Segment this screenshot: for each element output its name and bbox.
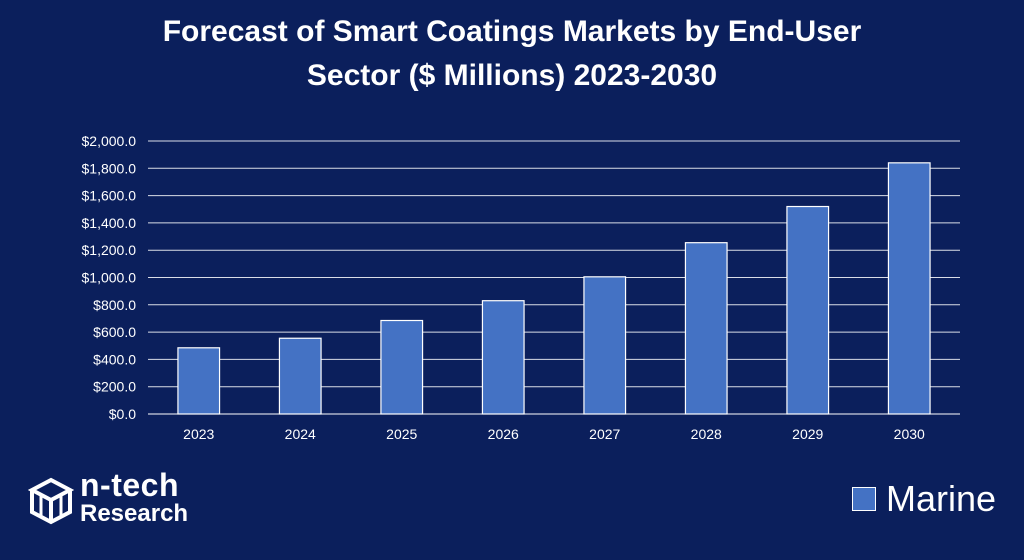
chart-title-line-1: Forecast of Smart Coatings Markets by En…: [162, 15, 862, 48]
y-tick-label: $1,600.0: [82, 188, 137, 204]
chart-title: Forecast of Smart Coatings Markets by En…: [0, 10, 1024, 98]
bar-2026: [481, 300, 525, 415]
logo-icon: [28, 477, 74, 525]
bar-2023: [177, 347, 221, 415]
legend-label-marine: Marine: [885, 478, 996, 519]
bar-2030: [887, 162, 931, 415]
logo-text: n-tech Research: [80, 467, 189, 528]
y-tick-label: $1,000.0: [82, 270, 137, 286]
bar-2029: [786, 205, 830, 415]
bar-2027: [583, 276, 627, 415]
bar-2024: [278, 337, 322, 415]
x-tick-label: 2023: [183, 426, 214, 442]
n-tech-logo: n-tech Research: [28, 467, 228, 530]
x-tick-label: 2030: [894, 426, 925, 442]
bar-2025: [380, 319, 424, 415]
chart-title-line-2: Sector ($ Millions) 2023-2030: [306, 59, 718, 92]
x-tick-label: 2028: [691, 426, 722, 442]
y-tick-label: $800.0: [93, 297, 136, 313]
y-tick-label: $0.0: [109, 406, 136, 422]
chart-legend: Marine: [851, 478, 996, 520]
logo-line-1: n-tech: [80, 467, 179, 503]
y-tick-label: $200.0: [93, 379, 136, 395]
y-tick-label: $600.0: [93, 324, 136, 340]
y-tick-label: $1,800.0: [82, 160, 137, 176]
x-tick-label: 2025: [386, 426, 417, 442]
x-tick-label: 2027: [589, 426, 620, 442]
bar-2028: [684, 242, 728, 415]
x-tick-label: 2024: [285, 426, 316, 442]
y-tick-label: $1,400.0: [82, 215, 137, 231]
y-tick-label: $2,000.0: [82, 133, 137, 149]
logo-line-2: Research: [80, 500, 189, 527]
y-tick-label: $1,200.0: [82, 242, 137, 258]
x-tick-label: 2026: [488, 426, 519, 442]
x-tick-label: 2029: [792, 426, 823, 442]
legend-swatch-marine: [851, 487, 876, 511]
y-tick-label: $400.0: [93, 351, 136, 367]
